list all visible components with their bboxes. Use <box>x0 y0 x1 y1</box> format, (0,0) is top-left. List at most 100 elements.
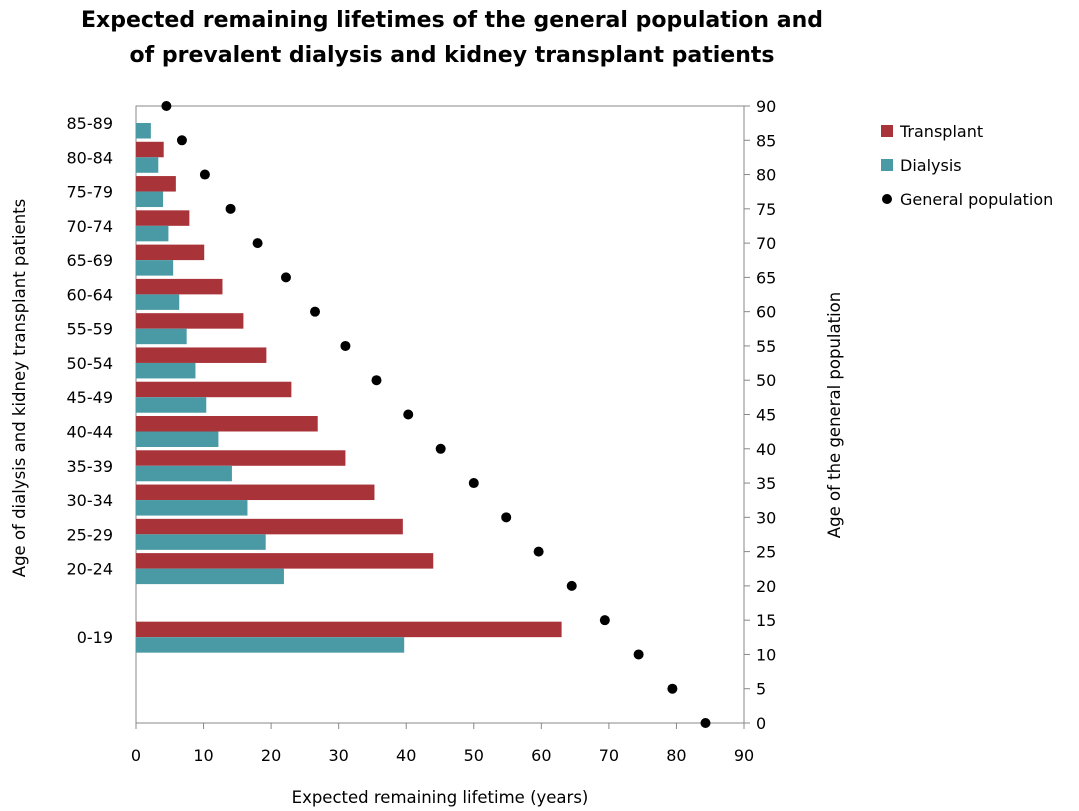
point-general-population-10 <box>633 649 644 660</box>
point-general-population-65 <box>280 272 291 283</box>
right-tick-label-55: 55 <box>756 337 776 356</box>
bar-transplant-40-44 <box>136 416 318 432</box>
right-axis: 0 5 10 15 20 25 30 35 40 45 50 55 60 65 70 75 80 85 90 <box>744 97 776 733</box>
left-tick-label-45-49: 45-49 <box>67 388 114 407</box>
bar-dialysis-35-39 <box>136 465 232 482</box>
point-general-population-75 <box>225 203 236 214</box>
right-tick-label-30: 30 <box>756 508 776 527</box>
point-general-population-40 <box>435 443 446 454</box>
bar-transplant-70-74 <box>136 210 190 226</box>
x-tick-label-90: 90 <box>734 746 754 765</box>
x-tick-label-30: 30 <box>328 746 348 765</box>
right-tick-label-10: 10 <box>756 645 776 664</box>
chart-title-line-1: Expected remaining lifetimes of the gene… <box>81 8 823 33</box>
right-tick-label-0: 0 <box>756 714 766 733</box>
x-tick-label-80: 80 <box>666 746 686 765</box>
bar-transplant-30-34 <box>136 484 375 501</box>
point-general-population-55 <box>340 340 351 351</box>
bar-dialysis-55-59 <box>136 328 187 345</box>
points-layer <box>161 101 711 728</box>
bar-transplant-50-54 <box>136 347 267 363</box>
left-tick-label-70-74: 70-74 <box>67 217 114 236</box>
x-axis-title: Expected remaining lifetime (years) <box>292 788 589 807</box>
bar-transplant-60-64 <box>136 278 223 295</box>
left-tick-label-30-34: 30-34 <box>67 491 114 510</box>
bar-dialysis-45-49 <box>136 397 207 413</box>
point-general-population-80 <box>199 169 210 180</box>
legend-label-dialysis: Dialysis <box>900 156 962 175</box>
left-tick-label-85-89: 85-89 <box>67 114 114 133</box>
bar-transplant-20-24 <box>136 553 434 569</box>
right-tick-label-5: 5 <box>756 680 766 699</box>
bar-dialysis-25-29 <box>136 534 266 550</box>
bar-transplant-25-29 <box>136 518 403 535</box>
left-tick-label-35-39: 35-39 <box>67 457 114 476</box>
bar-dialysis-60-64 <box>136 294 180 310</box>
right-tick-label-50: 50 <box>756 371 776 390</box>
point-general-population-45 <box>403 409 414 420</box>
right-tick-label-60: 60 <box>756 303 776 322</box>
point-general-population-30 <box>501 512 512 523</box>
right-tick-label-35: 35 <box>756 474 776 493</box>
bar-dialysis-75-79 <box>136 191 164 208</box>
point-general-population-50 <box>371 375 382 386</box>
point-general-population-35 <box>468 478 479 489</box>
x-tick-label-40: 40 <box>396 746 416 765</box>
right-tick-label-90: 90 <box>756 97 776 116</box>
right-tick-label-70: 70 <box>756 234 776 253</box>
right-axis-title: Age of the general population <box>825 292 844 538</box>
left-tick-label-40-44: 40-44 <box>67 423 114 442</box>
left-tick-label-25-29: 25-29 <box>67 525 114 544</box>
point-general-population-0 <box>700 718 711 728</box>
point-general-population-90 <box>161 101 172 111</box>
legend-label-transplant: Transplant <box>899 122 983 141</box>
left-tick-label-50-54: 50-54 <box>67 354 114 373</box>
left-tick-label-75-79: 75-79 <box>67 183 114 202</box>
x-tick-label-0: 0 <box>131 746 141 765</box>
bar-transplant-35-39 <box>136 450 346 466</box>
left-tick-label-80-84: 80-84 <box>67 148 114 167</box>
left-tick-label-0-19: 0-19 <box>77 628 113 647</box>
point-general-population-15 <box>599 615 610 626</box>
right-tick-label-20: 20 <box>756 577 776 596</box>
legend-swatch-general-population <box>882 194 892 204</box>
left-tick-label-60-64: 60-64 <box>67 285 114 304</box>
point-general-population-20 <box>566 580 577 591</box>
left-tick-label-55-59: 55-59 <box>67 320 114 339</box>
right-tick-label-45: 45 <box>756 406 776 425</box>
left-axis: 0-19 20-24 25-29 30-34 35-39 40-44 45-49 50-54 5… <box>67 114 114 647</box>
x-tick-label-60: 60 <box>531 746 551 765</box>
bar-dialysis-70-74 <box>136 225 169 242</box>
bar-dialysis-65-69 <box>136 260 174 276</box>
bar-transplant-80-84 <box>136 141 164 158</box>
right-tick-label-80: 80 <box>756 166 776 185</box>
right-tick-label-85: 85 <box>756 131 776 150</box>
bar-transplant-75-79 <box>136 176 176 192</box>
right-tick-label-75: 75 <box>756 200 776 219</box>
left-tick-label-20-24: 20-24 <box>67 560 114 579</box>
point-general-population-60 <box>310 306 321 317</box>
bar-dialysis-0-19 <box>136 637 405 653</box>
right-tick-label-15: 15 <box>756 611 776 630</box>
x-axis: 0 10 20 30 40 50 60 70 80 90 <box>131 723 754 765</box>
right-tick-label-40: 40 <box>756 440 776 459</box>
point-general-population-85 <box>176 135 187 146</box>
point-general-population-25 <box>533 546 544 557</box>
right-tick-label-25: 25 <box>756 543 776 562</box>
bars-layer <box>136 123 562 653</box>
x-tick-label-10: 10 <box>193 746 213 765</box>
chart-title-line-2: of prevalent dialysis and kidney transpl… <box>130 43 775 68</box>
legend-label-general-population: General population <box>900 190 1053 209</box>
right-tick-label-65: 65 <box>756 268 776 287</box>
bar-dialysis-30-34 <box>136 500 248 516</box>
bar-transplant-0-19 <box>136 621 562 638</box>
bar-dialysis-50-54 <box>136 362 196 379</box>
legend: Transplant Dialysis General population <box>881 122 1053 209</box>
bar-dialysis-85-89 <box>136 123 151 139</box>
bar-transplant-65-69 <box>136 244 205 261</box>
legend-swatch-transplant <box>881 125 893 137</box>
x-tick-label-50: 50 <box>464 746 484 765</box>
x-tick-label-20: 20 <box>261 746 281 765</box>
left-axis-title: Age of dialysis and kidney transplant pa… <box>10 199 29 577</box>
